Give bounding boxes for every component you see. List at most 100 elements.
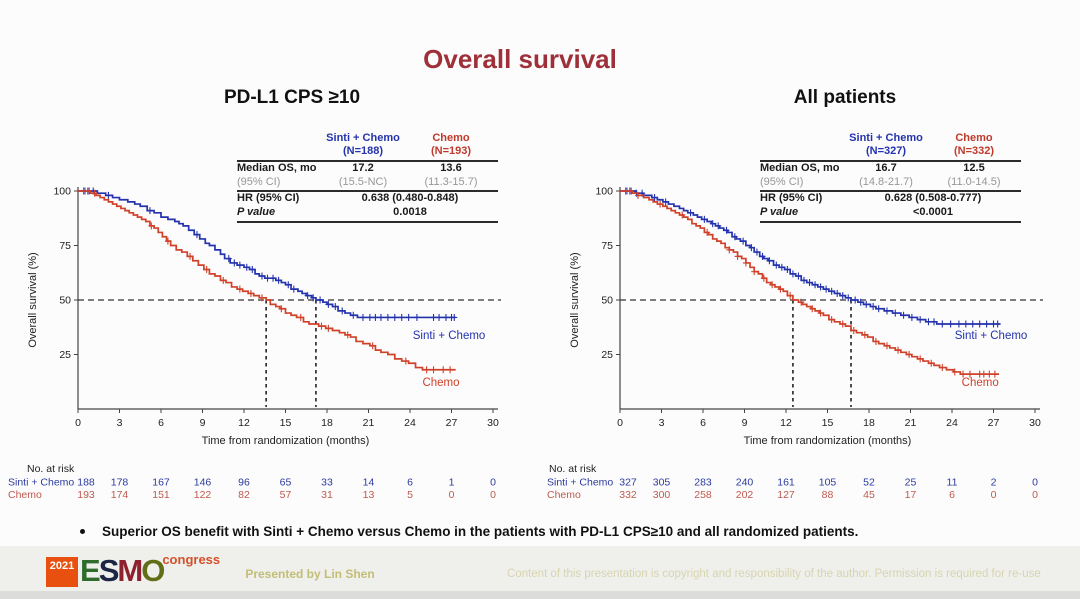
curve-label: Chemo [422,377,459,389]
y-tick-label: 25 [601,349,613,361]
y-tick-label: 100 [595,186,613,198]
arm-name: Sinti + Chemo [849,132,923,144]
at-risk-value: 11 [947,477,958,489]
y-tick-label: 25 [59,349,71,361]
curve-label: Sinti + Chemo [413,330,486,342]
at-risk-value: 146 [194,477,212,489]
stat-row-pvalue: P value <0.0001 [760,205,1021,223]
at-risk-value: 6 [407,477,413,489]
y-tick-label: 50 [601,295,613,307]
at-risk-value: 96 [238,477,250,489]
at-risk-value: 0 [449,489,455,501]
x-tick-label: 9 [200,417,206,429]
x-tick-label: 30 [1029,417,1041,429]
stat-row-hr: HR (95% CI) 0.638 (0.480-0.848) [237,192,498,206]
at-risk-value: 6 [949,489,955,501]
at-risk-value: 300 [653,489,671,501]
esmo-wordmark: ESMO [80,553,165,588]
at-risk-value: 161 [777,477,795,489]
curve-label: Chemo [962,377,999,389]
at-risk-value: 31 [321,489,333,501]
stat-row-median-os: Median OS, mo 16.7 12.5 [760,162,1021,176]
x-axis-title: Time from randomization (months) [744,435,912,447]
stats-header-chemo: Chemo (N=332) [927,132,1021,158]
x-tick-label: 30 [487,417,499,429]
at-risk-value: 174 [111,489,129,501]
stat-value: 13.6 [440,162,462,174]
stat-label: HR (95% CI) [760,192,823,204]
footer-bottom-strip [0,591,1080,599]
arm-n: (N=193) [430,145,472,157]
panel-title-pdl1: PD-L1 CPS ≥10 [223,87,361,108]
stat-value: 12.5 [963,162,985,174]
x-tick-label: 0 [75,417,81,429]
at-risk-value: 0 [991,489,997,501]
at-risk-value: 0 [1032,489,1038,501]
at-risk-value: 122 [194,489,212,501]
stat-value: (11.0-14.5) [947,175,1001,188]
at-risk-row-label: Chemo [8,489,42,501]
at-risk-value: 52 [863,477,875,489]
x-tick-label: 3 [659,417,665,429]
at-risk-value: 45 [863,489,875,501]
at-risk-value: 193 [77,489,95,501]
at-risk-value: 0 [490,489,496,501]
stat-row-ci: (95% CI) (15.5-NC) (11.3-15.7) [237,176,498,192]
at-risk-value: 25 [905,477,917,489]
y-tick-label: 100 [53,186,71,198]
at-risk-value: 167 [152,477,170,489]
footer-band [0,546,1080,599]
km-curve [78,190,456,319]
at-risk-value: 82 [238,489,250,501]
at-risk-title: No. at risk [27,463,75,475]
x-tick-label: 24 [404,417,416,429]
x-tick-label: 18 [863,417,875,429]
stats-header-chemo: Chemo (N=193) [404,132,498,158]
at-risk-row-label: Sinti + Chemo [8,477,74,489]
at-risk-value: 65 [280,477,292,489]
x-tick-label: 15 [822,417,834,429]
at-risk-value: 0 [1032,477,1038,489]
stat-label: P value [237,205,276,218]
x-tick-label: 12 [780,417,792,429]
stat-value: <0.0001 [912,205,954,218]
x-tick-label: 6 [158,417,164,429]
at-risk-value: 202 [736,489,754,501]
at-risk-value: 178 [111,477,129,489]
at-risk-value: 332 [619,489,637,501]
at-risk-row-label: Chemo [547,489,581,501]
x-tick-label: 18 [321,417,333,429]
at-risk-row-label: Sinti + Chemo [547,477,613,489]
esmo-letter: E [80,553,101,588]
at-risk-value: 188 [77,477,95,489]
x-tick-label: 24 [946,417,958,429]
bullet-text: Superior OS benefit with Sinti + Chemo v… [102,524,859,539]
at-risk-value: 13 [363,489,375,501]
at-risk-title: No. at risk [549,463,597,475]
stat-label: Median OS, mo [237,162,317,174]
stats-header-sinti: Sinti + Chemo (N=327) [845,132,927,158]
x-tick-label: 27 [988,417,1000,429]
at-risk-value: 283 [694,477,712,489]
at-risk-value: 33 [321,477,333,489]
stat-value: 0.628 (0.508-0.777) [884,192,982,204]
y-axis-title: Overall survival (%) [27,252,39,347]
x-tick-label: 15 [280,417,292,429]
at-risk-value: 88 [822,489,834,501]
at-risk-value: 127 [777,489,795,501]
esmo-2021-congress-logo: 2021 ESMO congress [46,552,220,588]
x-tick-label: 21 [905,417,917,429]
stat-row-pvalue: P value 0.0018 [237,205,498,223]
stat-label: (95% CI) [760,175,804,188]
stat-value: (14.8-21.7) [859,175,913,188]
stat-label: HR (95% CI) [237,192,300,204]
y-tick-label: 75 [601,240,613,252]
km-curve [78,190,456,371]
presented-by-text: Presented by Lin Shen [245,567,375,581]
arm-name: Chemo [432,132,470,144]
summary-bullet: Superior OS benefit with Sinti + Chemo v… [80,523,1000,541]
y-tick-label: 50 [59,295,71,307]
at-risk-value: 17 [905,489,917,501]
